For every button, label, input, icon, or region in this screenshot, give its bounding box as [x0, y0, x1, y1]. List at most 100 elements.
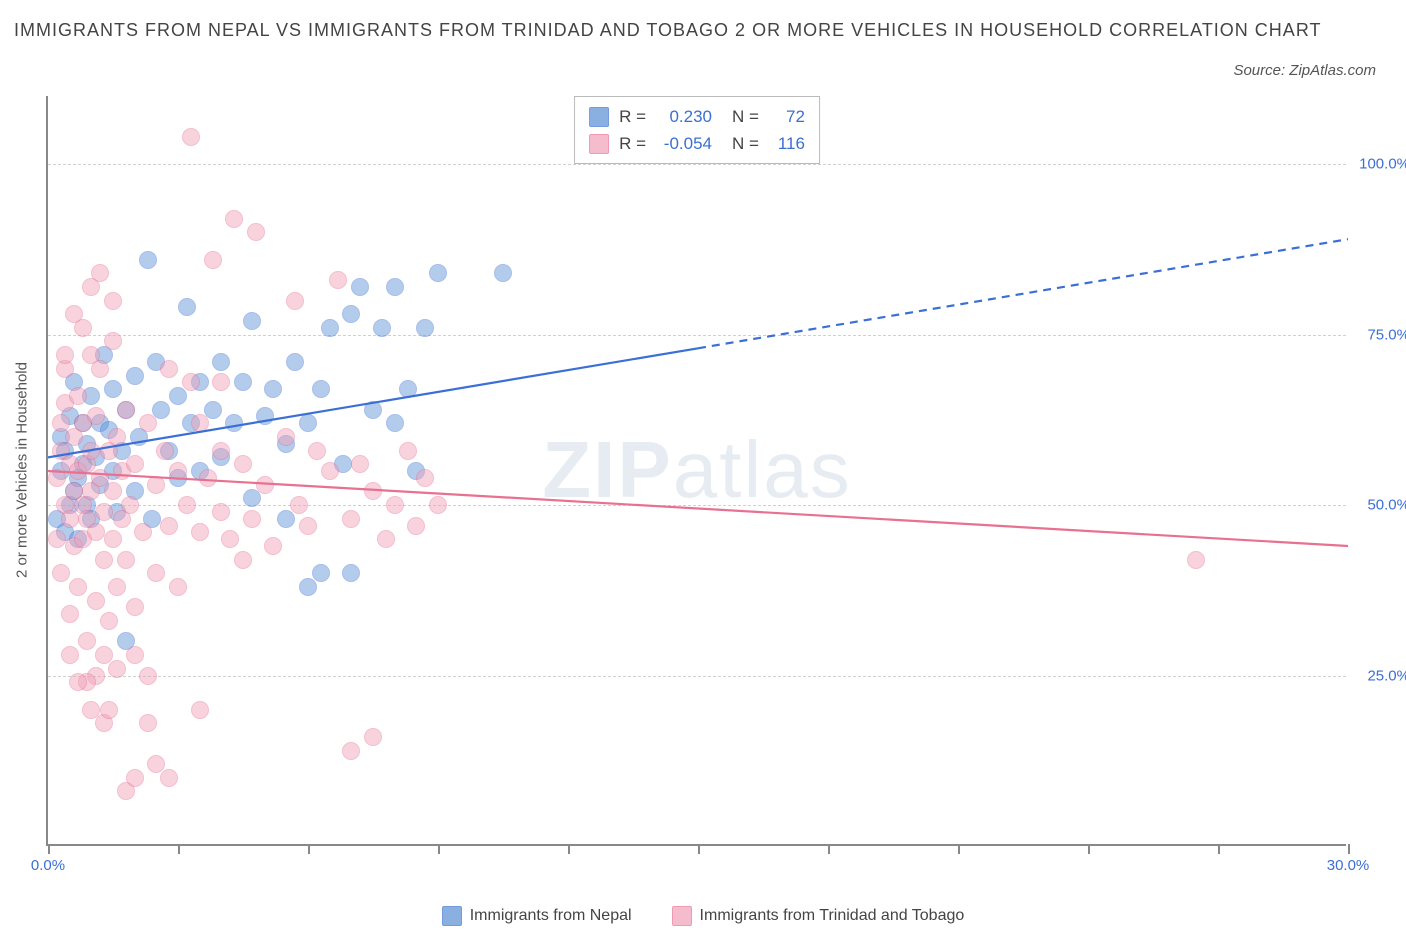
data-point-nepal	[373, 319, 391, 337]
data-point-trinidad	[74, 319, 92, 337]
data-point-trinidad	[69, 673, 87, 691]
data-point-trinidad	[87, 592, 105, 610]
gridline	[48, 505, 1346, 506]
data-point-trinidad	[199, 469, 217, 487]
stats-box: R = 0.230 N = 72 R = -0.054 N = 116	[574, 96, 820, 164]
swatch-trinidad	[672, 906, 692, 926]
data-point-nepal	[351, 278, 369, 296]
data-point-trinidad	[160, 769, 178, 787]
swatch-nepal	[589, 107, 609, 127]
data-point-trinidad	[61, 646, 79, 664]
data-point-nepal	[321, 319, 339, 337]
data-point-nepal	[256, 407, 274, 425]
data-point-trinidad	[407, 517, 425, 535]
data-point-trinidad	[156, 442, 174, 460]
data-point-nepal	[169, 387, 187, 405]
data-point-trinidad	[147, 564, 165, 582]
x-tick-label: 0.0%	[31, 857, 65, 874]
data-point-trinidad	[182, 373, 200, 391]
data-point-trinidad	[139, 667, 157, 685]
data-point-trinidad	[386, 496, 404, 514]
data-point-trinidad	[104, 332, 122, 350]
data-point-trinidad	[416, 469, 434, 487]
data-point-trinidad	[221, 530, 239, 548]
r-label: R =	[619, 130, 646, 157]
data-point-trinidad	[342, 510, 360, 528]
data-point-trinidad	[191, 701, 209, 719]
data-point-nepal	[277, 510, 295, 528]
data-point-trinidad	[117, 551, 135, 569]
gridline	[48, 676, 1346, 677]
data-point-trinidad	[95, 551, 113, 569]
data-point-nepal	[312, 380, 330, 398]
data-point-trinidad	[247, 223, 265, 241]
x-tick	[48, 844, 50, 854]
data-point-trinidad	[182, 128, 200, 146]
data-point-trinidad	[139, 414, 157, 432]
data-point-trinidad	[69, 578, 87, 596]
swatch-nepal	[442, 906, 462, 926]
data-point-trinidad	[429, 496, 447, 514]
data-point-trinidad	[364, 482, 382, 500]
data-point-trinidad	[286, 292, 304, 310]
legend-label: Immigrants from Trinidad and Tobago	[700, 907, 965, 925]
data-point-nepal	[299, 414, 317, 432]
data-point-trinidad	[399, 442, 417, 460]
data-point-trinidad	[364, 728, 382, 746]
data-point-nepal	[126, 367, 144, 385]
r-value: -0.054	[656, 130, 712, 157]
data-point-trinidad	[104, 292, 122, 310]
y-tick-label: 75.0%	[1367, 326, 1406, 343]
data-point-trinidad	[48, 530, 66, 548]
data-point-trinidad	[377, 530, 395, 548]
data-point-trinidad	[225, 210, 243, 228]
data-point-trinidad	[87, 523, 105, 541]
data-point-trinidad	[169, 462, 187, 480]
data-point-trinidad	[104, 530, 122, 548]
data-point-trinidad	[234, 455, 252, 473]
legend-item-trinidad: Immigrants from Trinidad and Tobago	[672, 906, 965, 926]
x-tick	[568, 844, 570, 854]
data-point-trinidad	[61, 510, 79, 528]
data-point-nepal	[416, 319, 434, 337]
r-value: 0.230	[656, 103, 712, 130]
y-tick-label: 50.0%	[1367, 497, 1406, 514]
data-point-trinidad	[139, 714, 157, 732]
data-point-nepal	[204, 401, 222, 419]
plot-area: 25.0%50.0%75.0%100.0%0.0%30.0% 2 or more…	[46, 96, 1346, 846]
data-point-trinidad	[290, 496, 308, 514]
source-label: Source: ZipAtlas.com	[1233, 62, 1376, 79]
data-point-nepal	[299, 578, 317, 596]
data-point-trinidad	[95, 503, 113, 521]
data-point-trinidad	[1187, 551, 1205, 569]
data-point-trinidad	[299, 517, 317, 535]
data-point-trinidad	[78, 632, 96, 650]
n-label: N =	[732, 130, 759, 157]
gridline	[48, 335, 1346, 336]
data-point-trinidad	[108, 428, 126, 446]
data-point-trinidad	[108, 578, 126, 596]
data-point-trinidad	[191, 414, 209, 432]
stats-row-nepal: R = 0.230 N = 72	[589, 103, 805, 130]
data-point-trinidad	[82, 442, 100, 460]
r-label: R =	[619, 103, 646, 130]
x-tick	[1218, 844, 1220, 854]
data-point-trinidad	[134, 523, 152, 541]
data-point-trinidad	[117, 401, 135, 419]
x-tick	[178, 844, 180, 854]
data-point-trinidad	[160, 517, 178, 535]
data-point-nepal	[243, 312, 261, 330]
data-point-nepal	[342, 305, 360, 323]
data-point-trinidad	[321, 462, 339, 480]
data-point-nepal	[386, 414, 404, 432]
data-point-nepal	[243, 489, 261, 507]
data-point-nepal	[178, 298, 196, 316]
data-point-trinidad	[82, 346, 100, 364]
data-point-trinidad	[100, 612, 118, 630]
y-tick-label: 100.0%	[1359, 156, 1406, 173]
legend: Immigrants from Nepal Immigrants from Tr…	[0, 906, 1406, 926]
n-value: 116	[769, 130, 805, 157]
data-point-trinidad	[277, 428, 295, 446]
data-point-trinidad	[160, 360, 178, 378]
data-point-trinidad	[126, 769, 144, 787]
